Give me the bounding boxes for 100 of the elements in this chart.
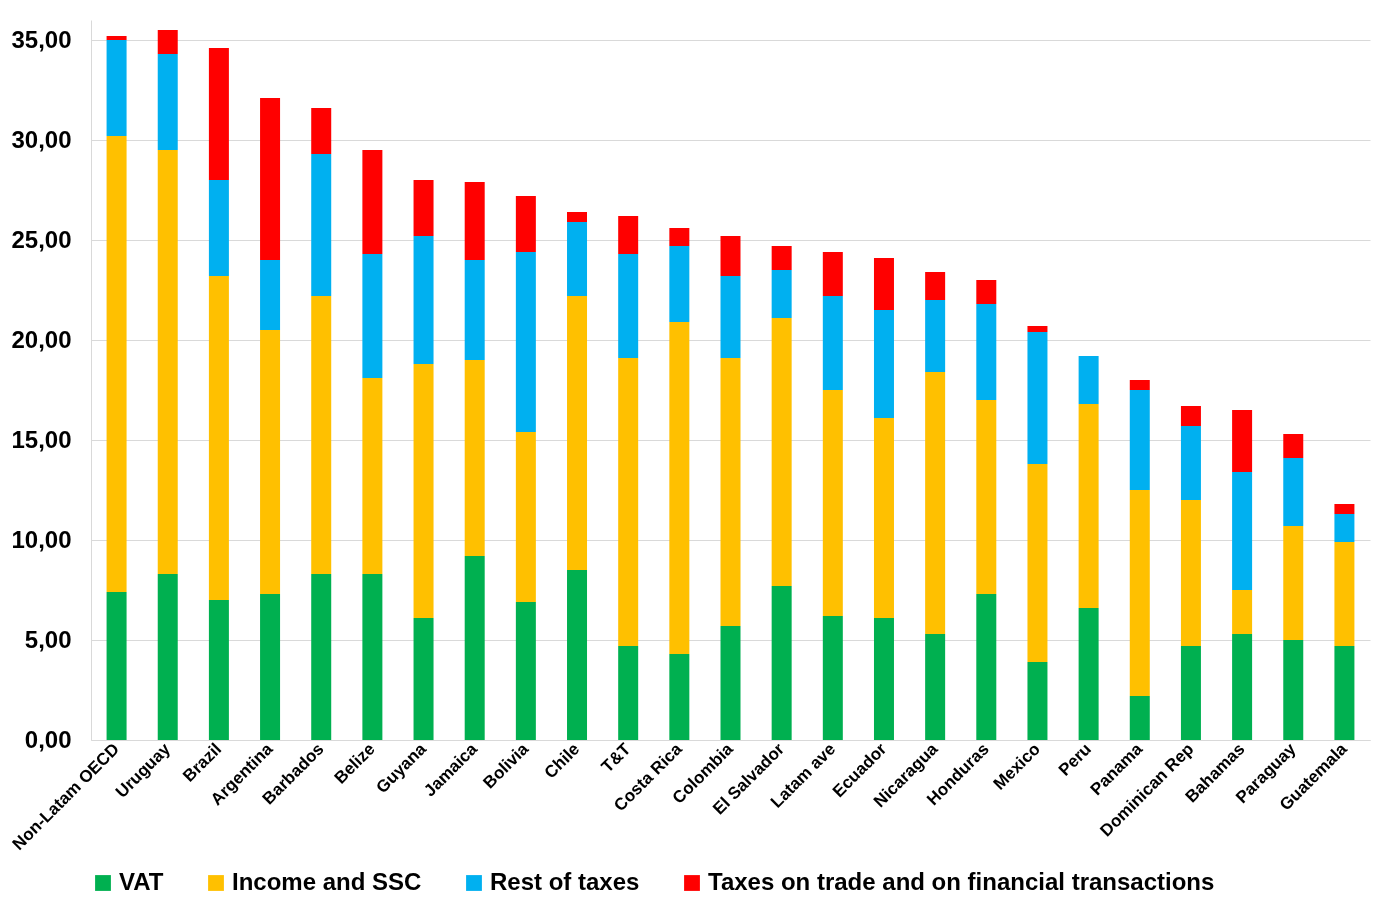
bar <box>822 616 843 740</box>
bar <box>157 30 178 54</box>
bar <box>567 570 588 740</box>
bar <box>1180 500 1201 646</box>
bar <box>464 556 485 740</box>
bar <box>1180 406 1201 426</box>
bar <box>1283 434 1304 458</box>
bar <box>567 212 588 222</box>
bar <box>873 310 894 418</box>
bar <box>1232 590 1253 634</box>
bar <box>1334 504 1355 514</box>
bar <box>976 304 997 400</box>
bar <box>567 222 588 296</box>
y-tick-label: 20,00 <box>11 325 72 353</box>
bar <box>208 180 229 276</box>
bar <box>362 378 383 574</box>
bar <box>515 602 536 740</box>
bar <box>413 180 434 236</box>
y-tick-label: 30,00 <box>11 125 72 153</box>
bar <box>618 254 639 358</box>
bar <box>362 254 383 378</box>
bar <box>260 260 281 330</box>
bar <box>1129 696 1150 740</box>
y-tick-label: 5,00 <box>24 625 72 653</box>
bar <box>157 574 178 740</box>
bar <box>208 48 229 180</box>
legend-label: Taxes on trade and on financial transactions <box>708 868 1215 895</box>
legend-label: Income and SSC <box>232 868 422 895</box>
legend-label: VAT <box>119 868 164 895</box>
bar <box>1129 390 1150 490</box>
bar <box>260 330 281 594</box>
bar <box>669 654 690 740</box>
bar <box>669 322 690 654</box>
bar <box>669 228 690 246</box>
bar <box>771 270 792 318</box>
y-tick-label: 35,00 <box>11 25 72 53</box>
legend-label: Rest of taxes <box>490 868 640 895</box>
bar <box>1180 646 1201 740</box>
bar <box>669 246 690 322</box>
bar <box>771 246 792 270</box>
bar <box>464 182 485 260</box>
bar <box>1027 464 1048 662</box>
bar <box>822 296 843 390</box>
bar <box>311 108 332 154</box>
bar <box>1027 326 1048 332</box>
bar <box>720 276 741 358</box>
bar <box>260 594 281 740</box>
bar <box>925 272 946 300</box>
bar <box>1129 380 1150 390</box>
bar <box>413 236 434 364</box>
y-tick-label: 10,00 <box>11 525 72 553</box>
bar <box>1078 404 1099 608</box>
bar <box>567 296 588 570</box>
bar <box>311 296 332 574</box>
bar <box>515 196 536 252</box>
y-tick-label: 25,00 <box>11 225 72 253</box>
bar <box>106 40 127 136</box>
bar <box>106 36 127 40</box>
bar <box>106 136 127 592</box>
bar <box>873 258 894 310</box>
bar <box>106 592 127 740</box>
bar <box>720 626 741 740</box>
bar <box>873 418 894 618</box>
bar <box>618 358 639 646</box>
bar <box>1129 490 1150 696</box>
y-tick-label: 15,00 <box>11 425 72 453</box>
bar <box>720 236 741 276</box>
bar <box>1078 356 1099 404</box>
bar <box>1180 426 1201 500</box>
bar <box>618 646 639 740</box>
bar <box>1078 608 1099 740</box>
bar <box>720 358 741 626</box>
bar <box>1334 646 1355 740</box>
bar <box>822 390 843 616</box>
bar <box>208 600 229 740</box>
bar <box>1283 458 1304 526</box>
bar <box>413 364 434 618</box>
bar <box>976 400 997 594</box>
bar <box>260 98 281 260</box>
bar <box>515 252 536 432</box>
bar <box>515 432 536 602</box>
bar <box>771 318 792 586</box>
bar <box>1283 640 1304 740</box>
bar <box>1232 410 1253 472</box>
bar <box>311 154 332 296</box>
bar <box>464 360 485 556</box>
bar <box>1334 514 1355 542</box>
bar <box>925 634 946 740</box>
bar <box>157 54 178 150</box>
bar <box>413 618 434 740</box>
bar <box>771 586 792 740</box>
bar <box>1334 542 1355 646</box>
bar <box>873 618 894 740</box>
bar <box>1232 634 1253 740</box>
bar <box>925 372 946 634</box>
bar <box>976 280 997 304</box>
bar <box>1027 332 1048 464</box>
bar <box>362 574 383 740</box>
bar <box>1027 662 1048 740</box>
bar <box>1283 526 1304 640</box>
